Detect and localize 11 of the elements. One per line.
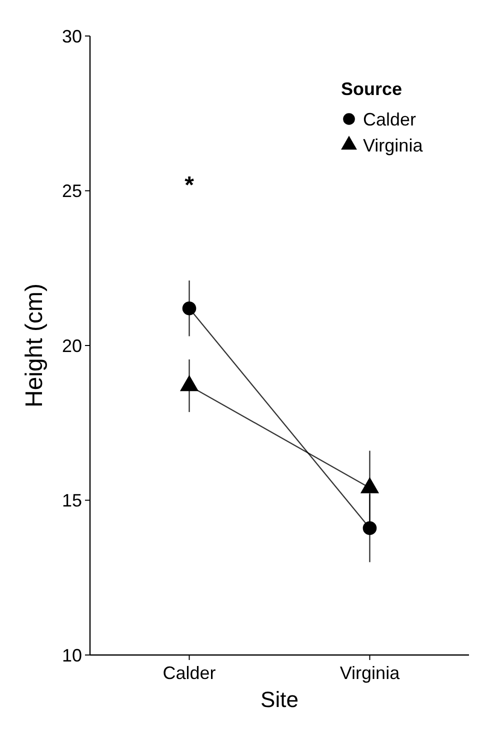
y-tick-label: 10 [62, 645, 82, 666]
y-tick-label: 20 [62, 336, 82, 356]
x-axis-title: Site [260, 687, 298, 712]
y-axis-title: Height (cm) [21, 283, 48, 408]
annotation: * [184, 172, 195, 199]
legend-label: Virginia [363, 135, 424, 156]
y-tick-label: 30 [62, 26, 82, 46]
y-tick-label: 15 [62, 490, 82, 511]
legend-title: Source [341, 79, 402, 99]
legend-label: Calder [363, 109, 416, 130]
y-tick-label: 25 [62, 181, 82, 202]
